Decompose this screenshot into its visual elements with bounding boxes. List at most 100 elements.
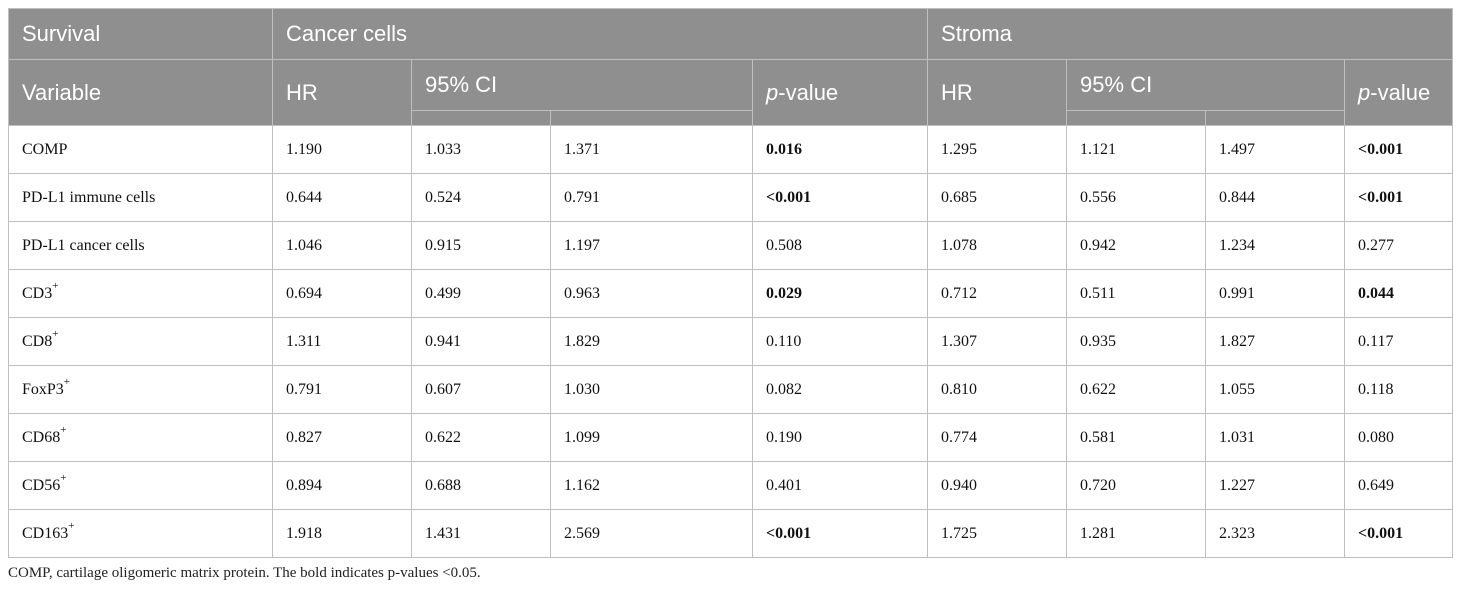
cancer-pvalue-cell: <0.001 — [751, 509, 929, 558]
pvalue-suffix: -value — [778, 79, 839, 105]
cancer-pvalue-value: 0.029 — [766, 284, 802, 302]
header-survival: Survival — [8, 8, 273, 60]
table-header: Survival Cancer cells Stroma Variable HR… — [8, 8, 1454, 126]
superscript-plus: + — [68, 520, 75, 533]
cancer-ci-upper-value: 0.963 — [564, 284, 600, 302]
stroma-pvalue-cell: 0.080 — [1344, 413, 1454, 462]
stroma-ci-upper-cell: 1.234 — [1205, 221, 1346, 270]
cancer-hr-value: 0.694 — [286, 284, 322, 302]
stroma-ci-lower-value: 1.281 — [1080, 524, 1117, 542]
stroma-ci-lower-cell: 1.121 — [1066, 125, 1207, 174]
stroma-ci-upper-value: 1.055 — [1219, 380, 1256, 398]
header-cancer-pvalue: p-value — [751, 59, 929, 126]
cancer-ci-lower-value: 0.915 — [425, 236, 461, 254]
stroma-ci-upper-cell: 1.497 — [1205, 125, 1346, 174]
stroma-pvalue-cell: 0.044 — [1344, 269, 1454, 318]
stroma-ci-lower-value: 0.942 — [1080, 236, 1117, 254]
table-row: COMP 1.190 1.033 1.371 0.016 1.295 1.121 1.497 <… — [8, 125, 1454, 174]
variable-cell: PD-L1 cancer cells — [8, 221, 273, 270]
stroma-pvalue-value: 0.649 — [1358, 476, 1395, 494]
stroma-ci-lower-cell: 0.581 — [1066, 413, 1207, 462]
variable-cell: CD56+ — [8, 461, 273, 510]
cancer-ci-upper-value: 1.371 — [564, 140, 600, 158]
cancer-ci-lower-cell: 0.499 — [411, 269, 551, 318]
cancer-ci-upper-cell: 2.569 — [550, 509, 753, 558]
stroma-pvalue-value: 0.080 — [1358, 428, 1395, 446]
cancer-pvalue-value: <0.001 — [766, 524, 812, 542]
survival-table: Survival Cancer cells Stroma Variable HR… — [8, 8, 1454, 558]
stroma-pvalue-value: 0.117 — [1358, 332, 1394, 350]
stroma-hr-value: 0.712 — [941, 284, 978, 302]
stroma-ci-lower-value: 0.622 — [1080, 380, 1117, 398]
stroma-pvalue-value: 0.277 — [1358, 236, 1395, 254]
cancer-hr-cell: 1.311 — [272, 317, 412, 366]
stroma-ci-upper-cell: 1.055 — [1205, 365, 1346, 414]
variable-value: CD56 — [22, 476, 61, 494]
stroma-ci-upper-cell: 0.991 — [1205, 269, 1346, 318]
superscript-plus: + — [60, 472, 67, 485]
cancer-ci-lower-value: 0.607 — [425, 380, 461, 398]
stroma-pvalue-value: <0.001 — [1358, 188, 1404, 206]
stroma-hr-cell: 0.810 — [927, 365, 1068, 414]
cancer-pvalue-cell: 0.401 — [751, 461, 929, 510]
header-ci-upper-stroma — [1205, 110, 1346, 126]
cancer-pvalue-cell: 0.190 — [751, 413, 929, 462]
cancer-pvalue-cell: 0.110 — [751, 317, 929, 366]
cancer-hr-value: 1.190 — [286, 140, 322, 158]
variable-cell: CD8+ — [8, 317, 273, 366]
stroma-hr-cell: 1.307 — [927, 317, 1068, 366]
stroma-hr-cell: 0.712 — [927, 269, 1068, 318]
variable-cell: PD-L1 immune cells — [8, 173, 273, 222]
stroma-hr-value: 1.307 — [941, 332, 978, 350]
variable-value: CD3 — [22, 284, 53, 302]
stroma-ci-lower-cell: 1.281 — [1066, 509, 1207, 558]
cancer-hr-value: 0.827 — [286, 428, 322, 446]
cancer-ci-lower-value: 1.033 — [425, 140, 461, 158]
stroma-hr-value: 1.725 — [941, 524, 978, 542]
header-cancer-ci: 95% CI — [411, 59, 753, 111]
table-row: CD68+ 0.827 0.622 1.099 0.190 0.774 0.581 1.031… — [8, 413, 1454, 462]
pvalue-suffix: -value — [1370, 79, 1431, 105]
pvalue-italic-p: p — [766, 79, 779, 105]
stroma-hr-cell: 0.774 — [927, 413, 1068, 462]
cancer-hr-cell: 0.791 — [272, 365, 412, 414]
cancer-ci-upper-value: 1.197 — [564, 236, 600, 254]
cancer-ci-lower-cell: 0.688 — [411, 461, 551, 510]
cancer-ci-lower-cell: 0.915 — [411, 221, 551, 270]
stroma-ci-upper-value: 1.497 — [1219, 140, 1256, 158]
stroma-ci-lower-value: 0.720 — [1080, 476, 1117, 494]
variable-value: PD-L1 cancer cells — [22, 236, 145, 254]
cancer-hr-value: 1.311 — [286, 332, 322, 350]
stroma-ci-upper-cell: 1.827 — [1205, 317, 1346, 366]
cancer-pvalue-value: <0.001 — [766, 188, 812, 206]
cancer-hr-value: 1.918 — [286, 524, 322, 542]
stroma-hr-value: 0.940 — [941, 476, 978, 494]
header-ci-upper-cancer — [550, 110, 753, 126]
superscript-plus: + — [60, 424, 67, 437]
cancer-ci-lower-value: 0.622 — [425, 428, 461, 446]
superscript-plus: + — [52, 328, 59, 341]
pvalue-italic-p: p — [1358, 79, 1371, 105]
stroma-ci-upper-value: 1.234 — [1219, 236, 1256, 254]
stroma-pvalue-value: 0.044 — [1358, 284, 1395, 302]
cancer-pvalue-value: 0.401 — [766, 476, 802, 494]
cancer-ci-upper-cell: 0.963 — [550, 269, 753, 318]
stroma-ci-lower-cell: 0.942 — [1066, 221, 1207, 270]
cancer-ci-upper-value: 0.791 — [564, 188, 600, 206]
stroma-hr-value: 0.810 — [941, 380, 978, 398]
cancer-pvalue-value: 0.190 — [766, 428, 802, 446]
cancer-ci-upper-cell: 1.197 — [550, 221, 753, 270]
variable-value: CD163 — [22, 524, 69, 542]
cancer-hr-cell: 1.918 — [272, 509, 412, 558]
stroma-ci-lower-value: 0.556 — [1080, 188, 1117, 206]
table-row: CD3+ 0.694 0.499 0.963 0.029 0.712 0.511 0.991 0… — [8, 269, 1454, 318]
stroma-pvalue-cell: <0.001 — [1344, 509, 1454, 558]
header-cancer-hr: HR — [272, 59, 412, 126]
header-stroma-ci: 95% CI — [1066, 59, 1346, 111]
cancer-hr-cell: 0.827 — [272, 413, 412, 462]
stroma-ci-lower-cell: 0.556 — [1066, 173, 1207, 222]
stroma-ci-upper-value: 0.991 — [1219, 284, 1256, 302]
variable-value: CD68 — [22, 428, 61, 446]
cancer-ci-lower-cell: 1.431 — [411, 509, 551, 558]
cancer-hr-value: 1.046 — [286, 236, 322, 254]
